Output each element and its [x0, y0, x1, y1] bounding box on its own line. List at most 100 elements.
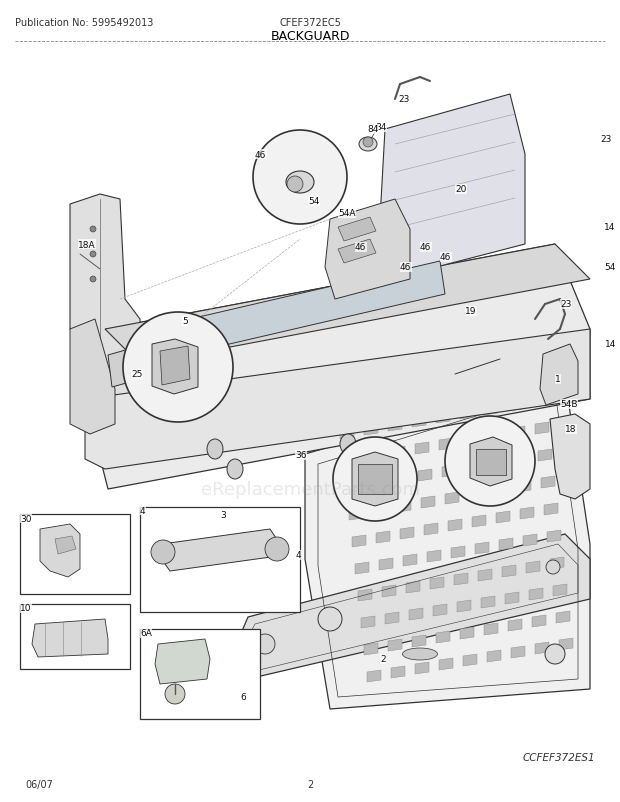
Polygon shape [364, 423, 378, 435]
Polygon shape [460, 407, 474, 419]
Polygon shape [487, 431, 501, 443]
Polygon shape [305, 379, 590, 709]
Bar [140, 508, 300, 612]
Polygon shape [160, 529, 278, 571]
Polygon shape [508, 399, 522, 411]
Polygon shape [433, 604, 447, 616]
Text: Publication No: 5995492013: Publication No: 5995492013 [15, 18, 153, 28]
Polygon shape [502, 565, 516, 577]
Polygon shape [472, 516, 486, 528]
Text: 23: 23 [398, 95, 409, 104]
Text: 54: 54 [604, 263, 616, 272]
Circle shape [318, 607, 342, 631]
Polygon shape [338, 240, 376, 264]
Text: 2: 2 [380, 654, 386, 664]
Polygon shape [493, 484, 507, 496]
Text: 06/07: 06/07 [25, 779, 53, 789]
Polygon shape [442, 465, 456, 477]
Polygon shape [391, 447, 405, 459]
Polygon shape [160, 346, 190, 386]
Polygon shape [470, 437, 512, 486]
Polygon shape [505, 592, 519, 604]
Circle shape [151, 541, 175, 565]
Text: 2: 2 [307, 779, 313, 789]
Text: 46: 46 [440, 253, 451, 262]
Polygon shape [412, 635, 426, 647]
Text: 14: 14 [604, 223, 616, 233]
Text: 46: 46 [355, 243, 366, 252]
Polygon shape [352, 535, 366, 547]
Polygon shape [511, 646, 525, 658]
Polygon shape [358, 464, 392, 494]
Circle shape [165, 684, 185, 704]
Circle shape [255, 634, 275, 654]
Polygon shape [424, 524, 438, 535]
Polygon shape [343, 455, 357, 467]
Text: 54B: 54B [560, 400, 577, 409]
Text: 18A: 18A [78, 241, 95, 249]
Polygon shape [541, 476, 555, 488]
Polygon shape [367, 670, 381, 683]
Polygon shape [355, 562, 369, 574]
Polygon shape [352, 452, 398, 506]
Polygon shape [394, 473, 408, 485]
Polygon shape [70, 195, 140, 424]
Polygon shape [454, 573, 468, 585]
Text: 25: 25 [131, 370, 143, 379]
Polygon shape [421, 496, 435, 508]
Text: 36: 36 [295, 451, 306, 460]
Polygon shape [105, 245, 590, 365]
Polygon shape [484, 403, 498, 415]
Circle shape [90, 227, 96, 233]
Polygon shape [457, 600, 471, 612]
Bar [20, 604, 130, 669]
Polygon shape [547, 530, 561, 542]
Polygon shape [340, 427, 354, 439]
Polygon shape [484, 623, 498, 635]
Text: 30: 30 [20, 514, 32, 523]
Text: 46: 46 [420, 243, 432, 252]
Polygon shape [70, 320, 115, 435]
Polygon shape [535, 423, 549, 435]
Polygon shape [358, 589, 372, 602]
Ellipse shape [286, 172, 314, 194]
Polygon shape [418, 469, 432, 481]
Polygon shape [556, 611, 570, 623]
Polygon shape [373, 504, 387, 516]
Text: 6A: 6A [140, 629, 152, 638]
Polygon shape [469, 488, 483, 500]
Polygon shape [463, 654, 477, 666]
Text: 19: 19 [465, 307, 477, 316]
Polygon shape [538, 449, 552, 461]
Polygon shape [540, 345, 578, 406]
Polygon shape [460, 627, 474, 639]
Circle shape [253, 131, 347, 225]
Polygon shape [388, 639, 402, 651]
Polygon shape [230, 534, 590, 679]
Polygon shape [559, 638, 573, 650]
Text: eReplacementParts.com: eReplacementParts.com [200, 480, 420, 498]
Polygon shape [481, 596, 495, 608]
Text: 46: 46 [255, 150, 267, 160]
Polygon shape [415, 662, 429, 674]
Polygon shape [32, 619, 108, 657]
Text: 54: 54 [308, 197, 319, 206]
Polygon shape [379, 558, 393, 570]
Polygon shape [496, 512, 510, 524]
Circle shape [90, 277, 96, 282]
Circle shape [123, 313, 233, 423]
Polygon shape [499, 538, 513, 550]
Polygon shape [550, 415, 590, 500]
Polygon shape [152, 339, 198, 395]
Text: 84: 84 [367, 125, 378, 134]
Circle shape [546, 561, 560, 574]
Text: 23: 23 [560, 300, 572, 309]
Polygon shape [400, 528, 414, 539]
Text: 1: 1 [555, 375, 560, 384]
Polygon shape [338, 217, 376, 241]
Polygon shape [439, 439, 453, 451]
Polygon shape [403, 554, 417, 566]
Polygon shape [478, 569, 492, 581]
Polygon shape [532, 615, 546, 627]
Text: CFEF372EC5: CFEF372EC5 [279, 18, 341, 28]
